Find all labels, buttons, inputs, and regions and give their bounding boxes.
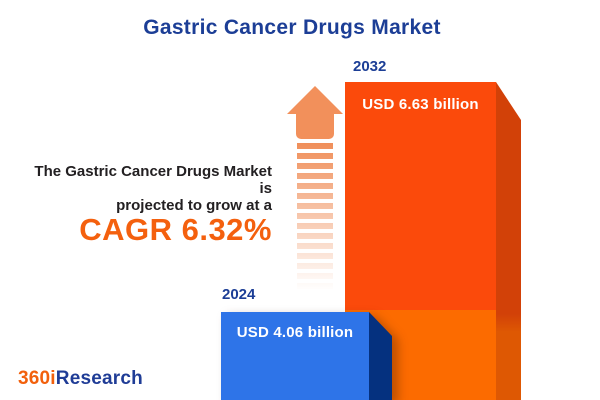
promo-text-block: The Gastric Cancer Drugs Market is proje… — [18, 163, 272, 247]
bar-2024-front-face — [221, 312, 369, 400]
bar-2032-value-label: USD 6.63 billion — [362, 96, 479, 113]
logo-part-360i: 360i — [18, 368, 56, 389]
bar-2032-side-face — [496, 82, 521, 400]
bar-2024-side-face — [369, 312, 392, 400]
bar-2032-year-label: 2032 — [353, 58, 387, 75]
promo-line-2: projected to grow at a — [116, 197, 272, 214]
logo-part-research: Research — [55, 368, 143, 389]
page-title: Gastric Cancer Drugs Market — [143, 16, 441, 39]
bar-2024 — [221, 312, 392, 400]
promo-line-1: The Gastric Cancer Drugs Market is — [34, 163, 272, 197]
arrow-fading-stripes — [297, 143, 333, 291]
bar-2024-value-label: USD 4.06 billion — [236, 324, 354, 341]
growth-arrow-icon — [287, 86, 343, 292]
arrow-neck — [296, 114, 334, 139]
bar-2024-year-label: 2024 — [222, 286, 256, 303]
logo-360iresearch: 360iResearch — [18, 368, 143, 390]
cagr-value: CAGR 6.32% — [79, 212, 272, 247]
arrow-head — [287, 86, 343, 114]
